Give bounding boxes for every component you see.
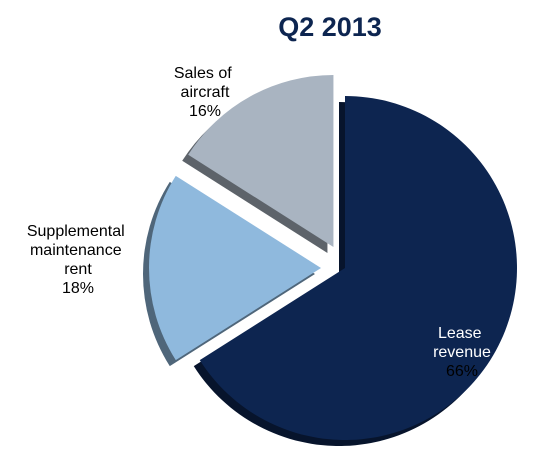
slice <box>149 175 321 361</box>
chart-title: Q2 2013 <box>278 12 382 42</box>
label-line: Lease <box>438 325 486 342</box>
slice <box>188 74 334 247</box>
label-line: rent <box>64 261 92 278</box>
slice <box>199 96 517 441</box>
slice-label: Lease revenue <box>433 325 491 361</box>
label-line: Supplemental <box>27 223 129 240</box>
slice-label: Supplemental maintenance rent <box>27 223 129 278</box>
value-label: 16% <box>189 103 221 120</box>
label-line: Sales of <box>174 65 236 82</box>
label-line: maintenance <box>30 242 126 259</box>
slice-label: Sales of aircraft <box>174 65 236 101</box>
value-label: 66% <box>446 363 478 380</box>
label-line: revenue <box>433 344 491 361</box>
label-line: aircraft <box>181 84 230 101</box>
value-label: 18% <box>62 280 94 297</box>
